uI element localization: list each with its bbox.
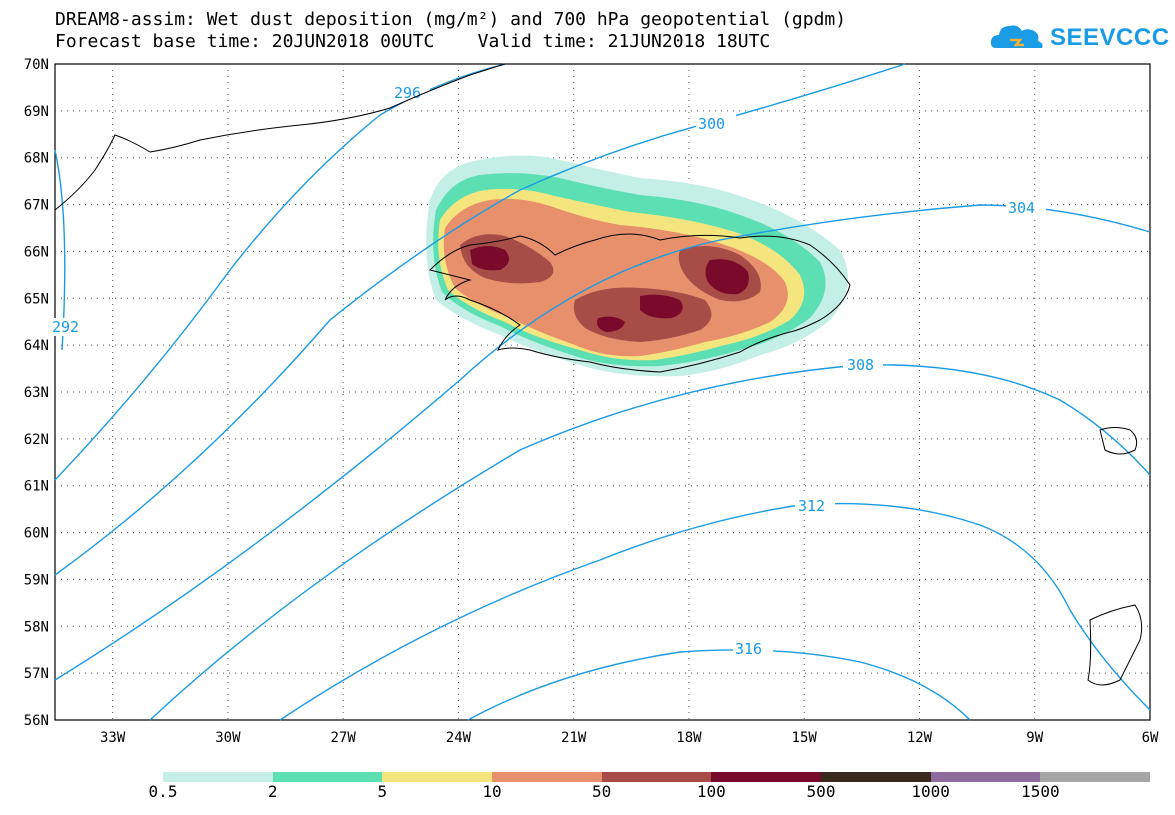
lat-label: 60N bbox=[24, 526, 49, 542]
grid bbox=[55, 64, 1150, 720]
coastline-iceland bbox=[429, 233, 851, 373]
lat-label: 57N bbox=[24, 666, 49, 682]
lon-label: 18W bbox=[676, 730, 702, 746]
colorbar-label: 500 bbox=[806, 782, 836, 801]
coastline-greenland bbox=[54, 63, 506, 211]
logo-text: SEEVCCC bbox=[1050, 24, 1170, 51]
coastline-faroe bbox=[1099, 427, 1138, 455]
lat-label: 70N bbox=[24, 57, 49, 73]
lat-label: 61N bbox=[24, 479, 49, 495]
dust-level-100 bbox=[470, 246, 749, 332]
contour-label-304: 304 bbox=[1008, 199, 1035, 217]
colorbar-label: 2 bbox=[267, 782, 278, 801]
colorbar-segment bbox=[382, 772, 493, 782]
contour-label-300: 300 bbox=[698, 115, 725, 133]
contour-label-308: 308 bbox=[847, 356, 874, 374]
dust-level-50 bbox=[460, 234, 761, 342]
map-subtitle: Forecast base time: 20JUN2018 00UTC Vali… bbox=[55, 31, 771, 52]
coastlines bbox=[54, 63, 1143, 686]
lat-label: 63N bbox=[24, 385, 49, 401]
lat-label: 62N bbox=[24, 432, 49, 448]
lon-label: 21W bbox=[561, 730, 587, 746]
longitude-labels: 33W 30W 27W 24W 21W 18W 15W 12W 9W 6W bbox=[100, 730, 1159, 746]
colorbar-label: 50 bbox=[592, 782, 612, 801]
colorbar bbox=[163, 772, 1151, 782]
colorbar-label: 10 bbox=[482, 782, 502, 801]
lat-label: 59N bbox=[24, 572, 49, 588]
contour-308 bbox=[149, 364, 1151, 721]
geopotential-contours bbox=[54, 63, 1151, 721]
lat-label: 68N bbox=[24, 151, 49, 167]
colorbar-segment bbox=[163, 772, 274, 782]
colorbar-segment bbox=[601, 772, 712, 782]
contour-304 bbox=[54, 204, 1151, 681]
contour-label-292: 292 bbox=[52, 318, 79, 336]
lat-label: 58N bbox=[24, 619, 49, 635]
colorbar-segment bbox=[272, 772, 383, 782]
colorbar-label: 1500 bbox=[1021, 782, 1060, 801]
lat-label: 69N bbox=[24, 104, 49, 120]
lon-label: 33W bbox=[100, 730, 126, 746]
contour-300 bbox=[54, 63, 906, 576]
colorbar-label: 100 bbox=[696, 782, 726, 801]
contour-labels: 292 296 300 304 308 312 316 bbox=[50, 83, 1046, 658]
lon-label: 30W bbox=[215, 730, 241, 746]
lat-label: 65N bbox=[24, 291, 49, 307]
lon-label: 15W bbox=[792, 730, 818, 746]
colorbar-segment bbox=[821, 772, 932, 782]
colorbar-label: 5 bbox=[377, 782, 388, 801]
lon-label: 12W bbox=[907, 730, 933, 746]
lat-label: 67N bbox=[24, 198, 49, 214]
colorbar-segment bbox=[930, 772, 1041, 782]
lat-label: 56N bbox=[24, 713, 49, 729]
contour-label-312: 312 bbox=[798, 497, 825, 515]
coastline-scotland bbox=[1087, 604, 1143, 686]
colorbar-label: 0.5 bbox=[148, 782, 178, 801]
lon-label: 6W bbox=[1142, 730, 1159, 746]
colorbar-label: 1000 bbox=[911, 782, 950, 801]
contour-label-316: 316 bbox=[735, 640, 762, 658]
lon-label: 27W bbox=[331, 730, 357, 746]
lon-label: 9W bbox=[1026, 730, 1043, 746]
map-title: DREAM8-assim: Wet dust deposition (mg/m²… bbox=[55, 9, 847, 30]
lat-label: 64N bbox=[24, 338, 49, 354]
cloud-icon bbox=[990, 25, 1043, 48]
colorbar-segment bbox=[711, 772, 822, 782]
lat-label: 66N bbox=[24, 244, 49, 260]
colorbar-segment bbox=[492, 772, 603, 782]
latitude-labels: 70N 69N 68N 67N 66N 65N 64N 63N 62N 61N 60N 59N 58N 5… bbox=[24, 57, 49, 729]
contour-label-296: 296 bbox=[394, 84, 421, 102]
lon-label: 24W bbox=[446, 730, 472, 746]
colorbar-segment bbox=[1040, 772, 1151, 782]
